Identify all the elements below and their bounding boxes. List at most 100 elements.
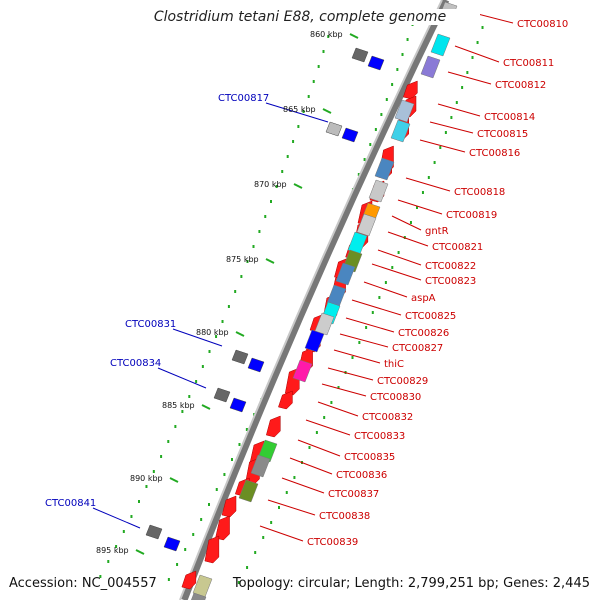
gene-label: CTC00811 (503, 58, 554, 69)
gene-label: CTC00823 (425, 276, 476, 287)
gene-block (191, 592, 207, 600)
gene-block (229, 397, 247, 413)
svg-text:CTC00822: CTC00822 (425, 261, 476, 272)
gene-label: CTC00819 (446, 210, 497, 221)
scale-label: 860 kbp (310, 30, 359, 39)
gene-label: CTC00834 (110, 358, 161, 369)
svg-text:CTC00836: CTC00836 (336, 470, 387, 481)
scale-label: 890 kbp (130, 474, 179, 483)
gene-label: CTC00826 (398, 328, 449, 339)
svg-text:CTC00818: CTC00818 (454, 187, 505, 198)
gene-label: CTC00821 (432, 242, 483, 253)
svg-text:895 kbp: 895 kbp (96, 546, 129, 555)
gene-label: CTC00836 (336, 470, 387, 481)
svg-text:CTC00835: CTC00835 (344, 452, 395, 463)
gene-block (341, 127, 359, 143)
gene-block (394, 99, 415, 123)
svg-text:CTC00831: CTC00831 (125, 319, 176, 330)
gene-label: CTC00810 (517, 19, 568, 30)
gene-label: CTC00833 (354, 431, 405, 442)
svg-text:885 kbp: 885 kbp (162, 401, 195, 410)
svg-text:gntR: gntR (425, 226, 449, 237)
svg-text:CTC00837: CTC00837 (328, 489, 379, 500)
genome-backbone (179, 0, 450, 600)
gene-arrow (181, 570, 197, 590)
gene-block (250, 454, 271, 478)
gene-label: CTC00837 (328, 489, 379, 500)
gene-label: CTC00835 (344, 452, 395, 463)
gene-label: CTC00838 (319, 511, 370, 522)
gene-block (367, 55, 385, 71)
gene-block (356, 213, 377, 237)
svg-text:CTC00830: CTC00830 (370, 392, 421, 403)
gene-block (351, 47, 369, 63)
svg-text:CTC00826: CTC00826 (398, 328, 449, 339)
label-lines (92, 11, 514, 542)
svg-text:CTC00839: CTC00839 (307, 537, 358, 548)
topology-text: Topology: circular; Length: 2,799,251 bp… (232, 576, 590, 591)
svg-text:875 kbp: 875 kbp (226, 255, 259, 264)
gene-block (374, 157, 395, 181)
gene-block (430, 33, 451, 57)
svg-text:CTC00810: CTC00810 (517, 19, 568, 30)
gene-arrow (266, 415, 281, 438)
scale-label: 885 kbp (162, 401, 211, 410)
gene-block (390, 119, 411, 143)
scale-label: 870 kbp (254, 180, 303, 189)
svg-text:865 kbp: 865 kbp (283, 105, 316, 114)
scale-label: 895 kbp (96, 546, 145, 555)
gene-block (145, 524, 163, 540)
svg-text:CTC00825: CTC00825 (405, 311, 456, 322)
svg-text:CTC00832: CTC00832 (362, 412, 413, 423)
gene-label: CTC00831 (125, 319, 176, 330)
gene-label: CTC00827 (392, 343, 443, 354)
gene-label: CTC00816 (469, 148, 520, 159)
svg-text:CTC00815: CTC00815 (477, 129, 528, 140)
gene-label: aspA (411, 293, 436, 304)
svg-text:aspA: aspA (411, 293, 436, 304)
gene-block (238, 479, 259, 503)
gene-label: thiC (384, 359, 404, 370)
scale-label: 865 kbp (283, 105, 332, 114)
svg-text:CTC00814: CTC00814 (484, 112, 535, 123)
gene-arrow (215, 515, 230, 541)
svg-text:CTC00841: CTC00841 (45, 498, 96, 509)
svg-text:thiC: thiC (384, 359, 404, 370)
gene-block (231, 349, 249, 365)
gene-block (335, 262, 356, 286)
gene-block (163, 536, 181, 552)
svg-text:CTC00833: CTC00833 (354, 431, 405, 442)
gene-block (292, 359, 313, 383)
gene-arrow (204, 535, 220, 564)
gene-block (304, 329, 325, 353)
gene-label: CTC00818 (454, 187, 505, 198)
gene-features (145, 1, 458, 600)
gene-label: CTC00832 (362, 412, 413, 423)
gene-label: CTC00817 (218, 93, 269, 104)
svg-text:CTC00838: CTC00838 (319, 511, 370, 522)
gene-label: CTC00815 (477, 129, 528, 140)
gene-label: CTC00814 (484, 112, 535, 123)
scale-label: 880 kbp (196, 328, 245, 337)
svg-text:CTC00821: CTC00821 (432, 242, 483, 253)
accession-text: Accession: NC_004557 (9, 576, 157, 591)
gene-label: CTC00830 (370, 392, 421, 403)
svg-text:CTC00816: CTC00816 (469, 148, 520, 159)
gene-label: CTC00839 (307, 537, 358, 548)
map-title: Clostridium tetani E88, complete genome (120, 9, 480, 25)
gene-label: CTC00825 (405, 311, 456, 322)
svg-text:CTC00819: CTC00819 (446, 210, 497, 221)
gene-arrow (221, 495, 237, 518)
gene-label: gntR (425, 226, 449, 237)
svg-text:CTC00829: CTC00829 (377, 376, 428, 387)
gene-block (420, 55, 441, 79)
svg-text:890 kbp: 890 kbp (130, 474, 163, 483)
gene-labels: 860 kbp 865 kbp 870 kbp 875 kbp 880 kbp 885 k… (45, 19, 568, 555)
gene-label: CTC00829 (377, 376, 428, 387)
gene-block (213, 387, 231, 403)
svg-text:CTC00817: CTC00817 (218, 93, 269, 104)
gene-arrow (278, 390, 293, 410)
gene-block (368, 179, 389, 203)
gene-label: CTC00822 (425, 261, 476, 272)
